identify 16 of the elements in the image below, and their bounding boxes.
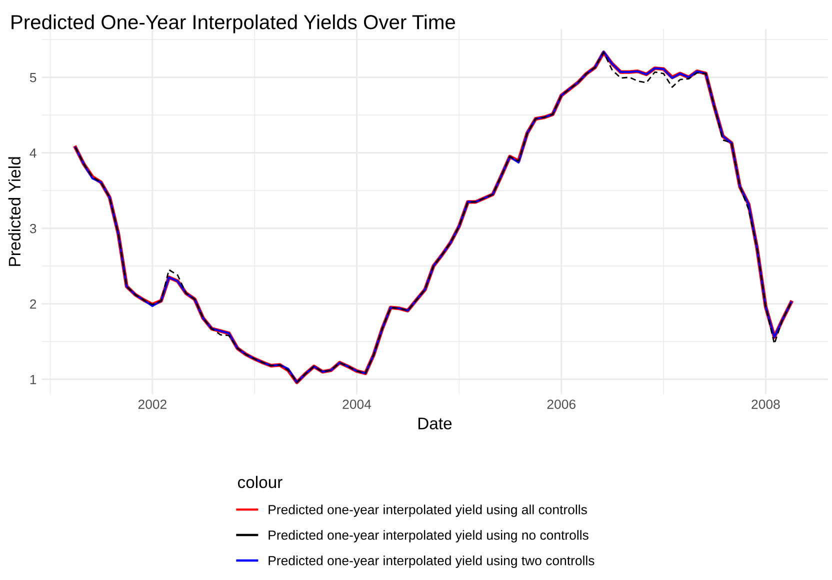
- y-tick-label: 3: [30, 224, 36, 234]
- legend-label: Predicted one-year interpolated yield using all controlls: [268, 504, 587, 517]
- legend-title: colour: [238, 476, 282, 488]
- y-tick-label: 1: [30, 375, 36, 384]
- x-tick-label: 2002: [138, 400, 166, 409]
- legend-label: Predicted one-year interpolated yield using no controlls: [268, 530, 588, 542]
- x-axis-title: Date: [418, 418, 452, 430]
- y-tick-label: 4: [30, 148, 36, 158]
- x-tick-label: 2006: [547, 400, 576, 409]
- chart-title: Predicted One-Year Interpolated Yields Over Time: [12, 14, 456, 34]
- y-axis-title: Predicted Yield: [8, 157, 21, 266]
- y-tick-label: 2: [30, 299, 36, 309]
- x-tick-label: 2004: [342, 400, 372, 409]
- x-tick-label: 2008: [752, 400, 780, 409]
- legend-label: Predicted one-year interpolated yield using two controlls: [268, 556, 594, 568]
- y-tick-label: 5: [30, 73, 36, 82]
